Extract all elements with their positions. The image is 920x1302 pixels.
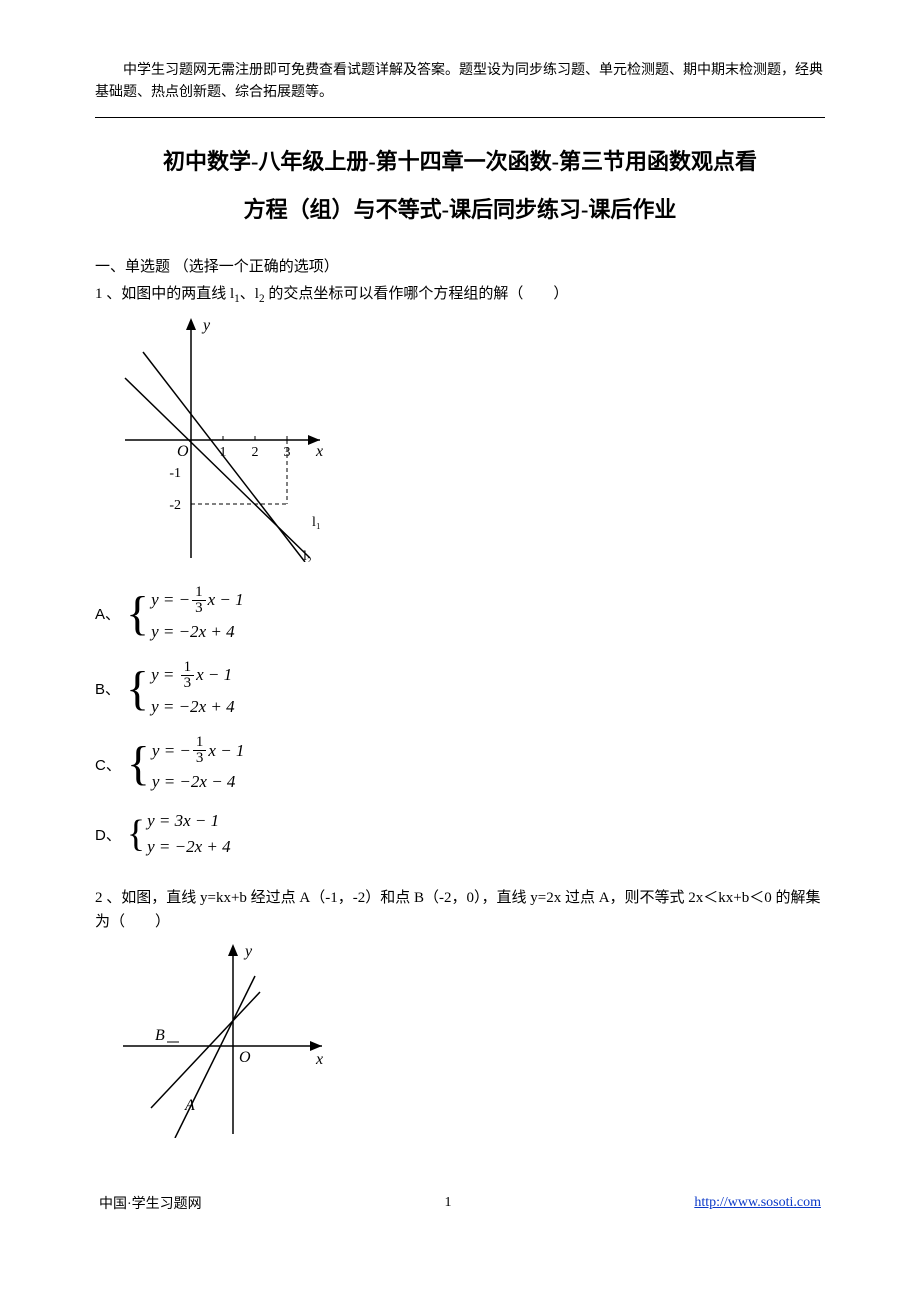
svg-text:y: y [201,317,211,334]
page: 中学生习题网无需注册即可免费查看试题详解及答案。题型设为同步练习题、单元检测题、… [0,0,920,1253]
brace-icon: { [127,817,145,851]
q1-d-eq1: y = 3x − 1 [147,811,231,831]
option-label-b: B、 [95,678,120,699]
option-label-a: A、 [95,603,120,624]
q2-graph: y x O B A [115,940,330,1138]
q1-option-d: D、 { y = 3x − 1 y = −2x + 4 [95,811,825,858]
header-note: 中学生习题网无需注册即可免费查看试题详解及答案。题型设为同步练习题、单元检测题、… [95,60,825,105]
footer-left: 中国·学生习题网 [99,1193,202,1213]
q1-option-c: C、 { y = −13x − 1 y = −2x − 4 [95,735,825,792]
title-line-1: 初中数学-八年级上册-第十四章一次函数-第三节用函数观点看 [95,138,825,186]
page-footer: 中国·学生习题网 1 http://www.sosoti.com [95,1193,825,1213]
q1-prefix: 1 、如图中的两直线 l [95,286,234,302]
q1-option-b: B、 { y = 13x − 1 y = −2x + 4 [95,660,825,717]
q1-graph: 123-1-2yxOl₁l₂ [115,314,330,562]
divider [95,117,825,118]
brace-icon: { [127,742,150,785]
svg-text:-2: -2 [169,498,181,513]
q1-mid: 、l [240,286,259,302]
question-2-text: 2 、如图，直线 y=kx+b 经过点 A（-1，-2）和点 B（-2，0），直… [95,886,825,934]
footer-page-number: 1 [418,1195,478,1211]
q1-c-eq1: y = −13x − 1 [152,735,245,766]
brace-icon: { [126,592,149,635]
title-line-2: 方程（组）与不等式-课后同步练习-课后作业 [95,186,825,234]
svg-text:x: x [315,443,323,460]
q1-a-eq1: y = −13x − 1 [151,585,244,616]
q1-b-eq1: y = 13x − 1 [151,660,235,691]
svg-text:2: 2 [252,445,259,460]
q1-figure: 123-1-2yxOl₁l₂ [115,314,825,567]
q1-suffix: 的交点坐标可以看作哪个方程组的解（ ） [265,286,569,302]
q1-b-eq2: y = −2x + 4 [151,697,235,717]
svg-text:-1: -1 [169,466,181,481]
svg-text:x: x [315,1051,323,1068]
q2-figure: y x O B A [115,940,825,1143]
q1-d-eq2: y = −2x + 4 [147,837,231,857]
q1-a-eq2: y = −2x + 4 [151,622,244,642]
q1-c-eq2: y = −2x − 4 [152,772,245,792]
option-label-c: C、 [95,754,121,775]
brace-icon: { [126,667,149,710]
question-1-text: 1 、如图中的两直线 l1、l2 的交点坐标可以看作哪个方程组的解（ ） [95,282,825,308]
q1-option-a: A、 { y = −13x − 1 y = −2x + 4 [95,585,825,642]
svg-text:l₁: l₁ [312,515,321,530]
svg-text:l₂: l₂ [303,549,312,562]
footer-link[interactable]: http://www.sosoti.com [694,1195,821,1210]
svg-text:O: O [239,1049,251,1066]
section-heading-1: 一、单选题 （选择一个正确的选项） [95,255,825,276]
svg-text:A: A [184,1097,195,1114]
svg-text:B: B [155,1027,165,1044]
svg-text:O: O [177,443,189,460]
page-title: 初中数学-八年级上册-第十四章一次函数-第三节用函数观点看 方程（组）与不等式-… [95,138,825,235]
svg-text:y: y [243,943,253,960]
option-label-d: D、 [95,824,121,845]
